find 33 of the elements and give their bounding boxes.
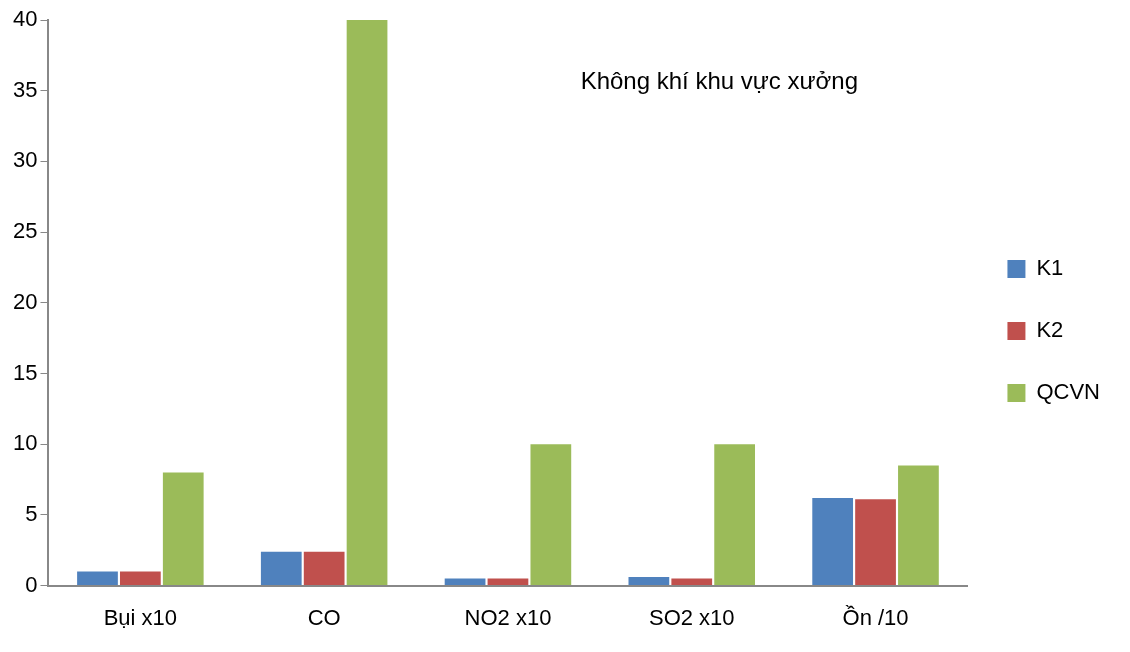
- bar: [444, 578, 486, 586]
- legend-label: QCVN: [1036, 379, 1100, 405]
- y-tick-label: 25: [12, 218, 38, 244]
- bar: [77, 571, 118, 586]
- y-tick-label: 20: [12, 288, 38, 314]
- bar: [530, 444, 572, 586]
- legend-label: K2: [1036, 317, 1064, 343]
- bar: [812, 497, 854, 586]
- y-tick-label: 35: [12, 76, 38, 102]
- x-tick-label: Bụi x10: [103, 604, 178, 630]
- x-tick-label: Ồn /10: [842, 604, 909, 630]
- bar: [346, 20, 388, 586]
- x-tick-label: NO2 x10: [464, 604, 552, 630]
- bar: [162, 472, 204, 586]
- bar: [898, 465, 939, 586]
- bar: [260, 551, 302, 586]
- text: Không khí khu vực xưởng: [580, 66, 858, 94]
- y-tick-label: 5: [25, 500, 38, 526]
- x-tick-label: SO2 x10: [648, 604, 735, 630]
- y-tick-label: 10: [12, 430, 38, 456]
- bar: [628, 577, 670, 586]
- bar: [487, 578, 529, 586]
- bar: [303, 551, 345, 586]
- y-tick-label: 15: [12, 359, 38, 385]
- bar: [120, 571, 161, 586]
- bar: [671, 578, 713, 586]
- y-tick-label: 40: [12, 6, 38, 32]
- bar: [855, 499, 896, 586]
- x-tick-label: CO: [307, 604, 341, 630]
- bar: [714, 444, 755, 586]
- y-tick-label: 0: [25, 571, 38, 597]
- y-tick-label: 30: [12, 147, 38, 173]
- legend-label: K1: [1036, 255, 1064, 281]
